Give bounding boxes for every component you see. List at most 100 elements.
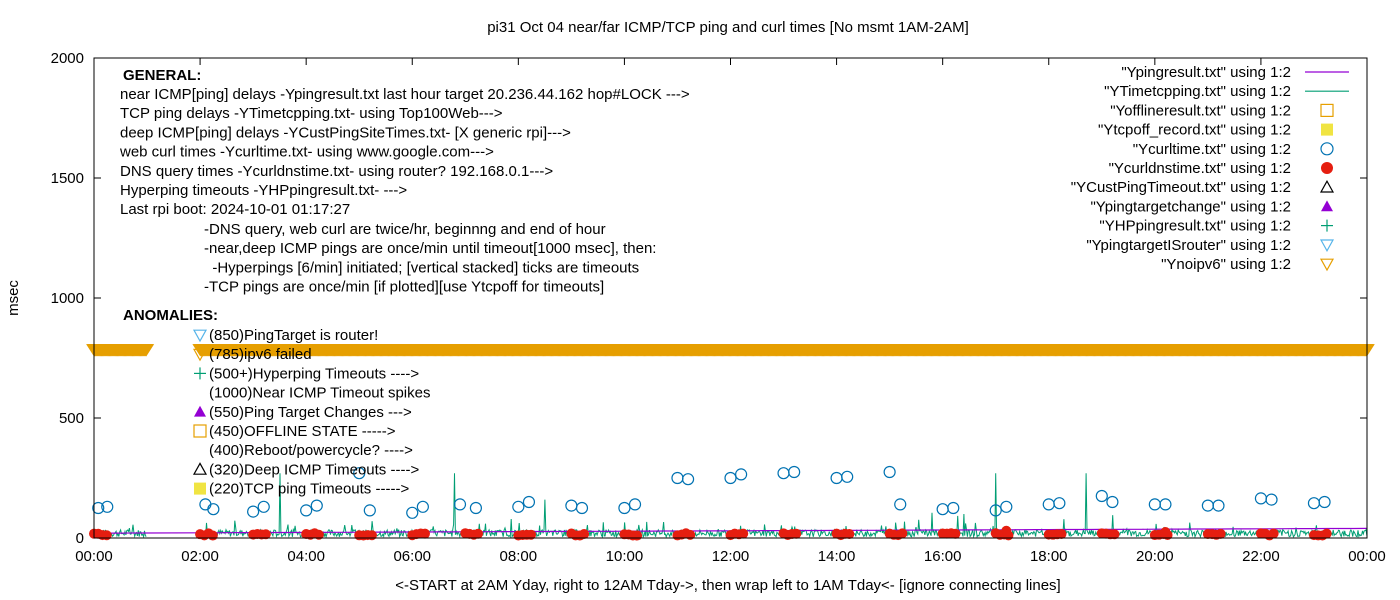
anomaly-symbol — [194, 405, 206, 417]
ycurltime-point — [788, 465, 801, 479]
ycurltime-point — [207, 503, 220, 516]
general-line: Hyperping timeouts -YHPpingresult.txt- -… — [120, 182, 407, 199]
y-tick-label: 1500 — [51, 170, 84, 187]
ycurldnstime-point — [313, 529, 324, 540]
ycurltime-point — [1201, 499, 1214, 512]
legend-symbol — [1321, 123, 1333, 136]
ycurltime-point — [947, 501, 960, 515]
anomaly-line: (550)Ping Target Changes ---> — [209, 404, 412, 421]
general-line: deep ICMP[ping] delays -YCustPingSiteTim… — [120, 124, 571, 141]
ycurldnstime-point — [260, 529, 271, 540]
ycurltime-point — [363, 504, 376, 517]
legend-label: "Ycurldnstime.txt" using 1:2 — [1109, 160, 1291, 177]
ycurldnstime-point — [473, 528, 484, 539]
ycurltime-point — [92, 501, 105, 515]
ycurltime-point — [894, 498, 907, 511]
anomaly-line: (450)OFFLINE STATE -----> — [209, 423, 396, 440]
ycurltime-point — [1318, 495, 1331, 509]
x-tick-label: 18:00 — [1030, 548, 1068, 565]
anomaly-symbol — [193, 424, 207, 438]
ycurltime-point — [618, 501, 631, 515]
legend-symbol — [1320, 142, 1334, 156]
ycurltime-point — [1148, 498, 1161, 511]
ycurltime-point — [1307, 497, 1321, 510]
ycurltime-point — [522, 495, 536, 509]
ycurltime-point — [936, 503, 949, 516]
ycurltime-point — [300, 504, 313, 517]
ycurldnstime-point — [101, 530, 112, 541]
x-tick-label: 22:00 — [1242, 548, 1280, 565]
ycurltime-point — [1265, 493, 1278, 506]
y-tick-label: 500 — [59, 410, 84, 427]
ycurltime-point — [512, 500, 525, 513]
ycurldnstime-point — [1160, 527, 1171, 537]
x-tick-label: 00:00 — [75, 548, 113, 565]
ycurldnstime-point — [1321, 528, 1332, 539]
ycurltime-point — [883, 465, 896, 479]
legend-label: "YTimetcpping.txt" using 1:2 — [1104, 83, 1291, 100]
legend-symbol — [1319, 239, 1335, 253]
ycurltime-point — [628, 498, 642, 511]
ycurltime-point — [416, 500, 429, 513]
ycurltime-point — [724, 471, 737, 485]
ycurltime-point — [681, 473, 695, 486]
ycurldnstime-point — [579, 529, 590, 540]
legend-label: "Ypingtargetchange" using 1:2 — [1090, 198, 1291, 215]
ycurldnstime-point — [950, 528, 961, 539]
anomaly-line: (400)Reboot/powercycle? ----> — [209, 442, 413, 459]
x-tick-label: 14:00 — [818, 548, 856, 565]
ycurldnstime-point — [526, 529, 537, 540]
x-axis-label: <-START at 2AM Yday, right to 12AM Tday-… — [395, 577, 1060, 594]
ycurltime-point — [841, 470, 854, 483]
ycurltime-point — [1053, 497, 1066, 510]
ycurldnstime-point — [366, 530, 377, 541]
ycurltime-point — [1159, 498, 1172, 511]
legend-symbol — [1319, 258, 1335, 272]
note-line: -Hyperpings [6/min] initiated; [vertical… — [204, 259, 639, 276]
ycurldnstime-point — [844, 528, 855, 539]
ycurltime-point — [199, 498, 212, 511]
x-tick-label: 16:00 — [924, 548, 962, 565]
ycurldnstime-point — [1268, 528, 1279, 539]
legend-symbol — [1319, 179, 1335, 193]
ycurldnstime-point — [1109, 529, 1120, 540]
ycurltime-point — [453, 498, 467, 511]
ycurltime-point — [247, 505, 260, 518]
y-tick-label: 2000 — [51, 50, 84, 67]
plot-frame — [93, 57, 1368, 539]
ycurldnstime-point — [1056, 528, 1067, 539]
ycurltime-point — [353, 467, 366, 480]
anomaly-symbol — [192, 348, 208, 362]
anomaly-symbol — [192, 462, 208, 475]
anomaly-line: (500+)Hyperping Timeouts ----> — [209, 365, 419, 382]
ycurltime-point — [989, 504, 1002, 517]
y-tick-label: 0 — [76, 530, 84, 547]
note-line: -near,deep ICMP pings are once/min until… — [204, 240, 656, 257]
ycurltime-point — [1212, 499, 1225, 512]
x-tick-label: 20:00 — [1136, 548, 1174, 565]
ycurldnstime-point — [791, 528, 802, 539]
ycurldnstime-point — [419, 528, 430, 539]
ycurltime-point — [671, 471, 684, 485]
ynoipv6-marker — [138, 344, 155, 357]
legend-label: "Ynoipv6" using 1:2 — [1161, 256, 1291, 273]
anomaly-line: (1000)Near ICMP Timeout spikes — [209, 385, 430, 402]
y-tick-label: 1000 — [51, 290, 84, 307]
ycurltime-point — [830, 471, 843, 485]
general-line: TCP ping delays -YTimetcpping.txt- using… — [120, 105, 503, 122]
x-tick-label: 02:00 — [181, 548, 219, 565]
ycurltime-point — [101, 500, 114, 513]
legend-label: "Ytcpoff_record.txt" using 1:2 — [1098, 122, 1291, 139]
ycurldnstime-point — [207, 530, 218, 541]
x-tick-label: 10:00 — [606, 548, 644, 565]
legend-symbol — [1321, 162, 1333, 174]
legend-label: "Yofflineresult.txt" using 1:2 — [1110, 102, 1291, 119]
x-tick-label: 06:00 — [393, 548, 431, 565]
anomaly-line: (850)PingTarget is router! — [209, 327, 378, 344]
anomalies-heading: ANOMALIES: — [123, 307, 218, 324]
x-tick-label: 08:00 — [500, 548, 538, 565]
ycurldnstime-point — [738, 528, 749, 539]
ycurltime-point — [565, 499, 578, 512]
ycurltime-point — [777, 467, 790, 480]
